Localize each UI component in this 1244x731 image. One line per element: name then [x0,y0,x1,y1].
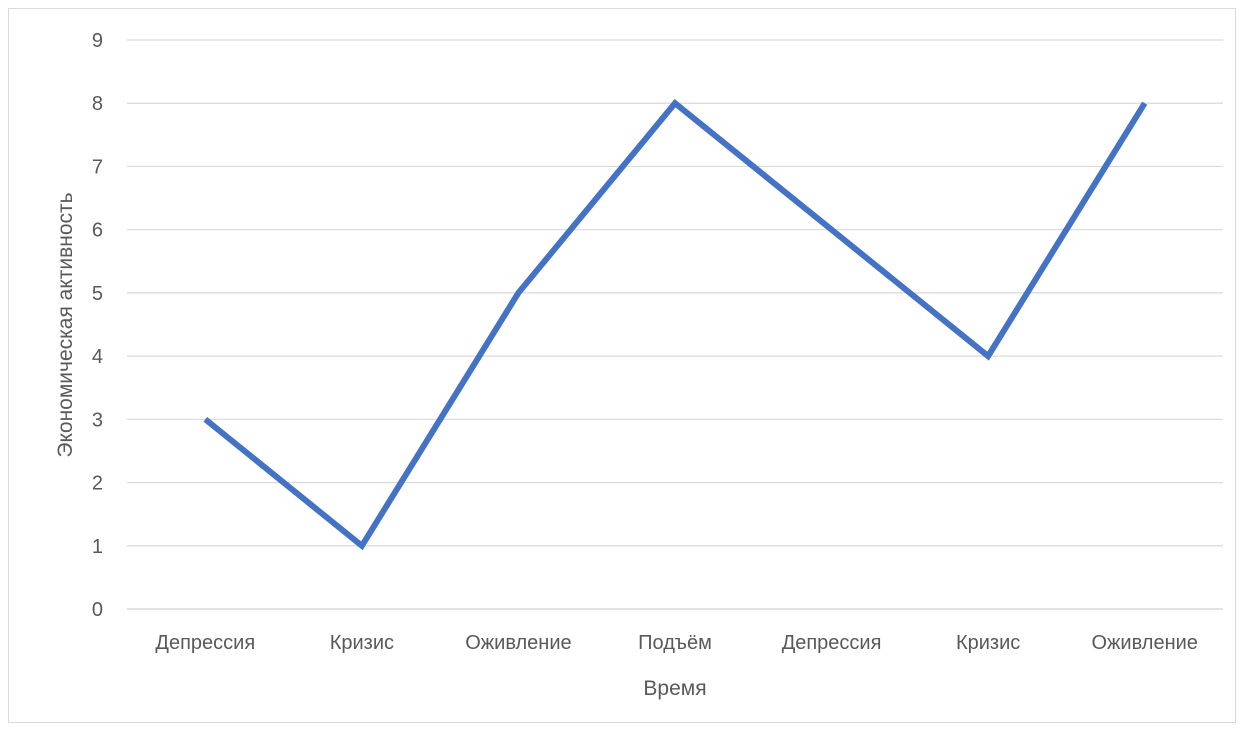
y-tick-label: 9 [92,30,103,52]
y-tick-label: 0 [92,599,103,621]
x-tick-label: Кризис [330,632,394,654]
y-tick-label: 8 [92,93,103,115]
x-tick-label: Подъём [638,632,712,654]
x-tick-labels: Депрессия Кризис Оживление Подъём Депрессия К… [155,632,1198,654]
y-tick-label: 6 [92,220,103,242]
gridlines [127,39,1223,610]
series-group [203,99,1148,551]
y-tick-labels: 0 1 2 3 4 5 6 7 8 9 [92,30,103,621]
x-tick-label: Кризис [956,632,1020,654]
y-tick-label: 3 [92,409,103,431]
y-tick-label: 5 [92,283,103,305]
y-tick-label: 2 [92,473,103,495]
x-tick-label: Оживление [465,632,571,654]
x-axis-title: Время [643,677,706,700]
y-tick-label: 1 [92,536,103,558]
x-tick-label: Депрессия [782,632,882,654]
x-tick-label: Оживление [1092,632,1198,654]
y-axis-title: Экономическая активность [54,192,77,457]
x-tick-label: Депрессия [155,632,255,654]
y-tick-label: 4 [92,346,103,368]
series-line [203,99,1148,551]
y-tick-label: 7 [92,156,103,178]
chart-area [8,8,1236,723]
